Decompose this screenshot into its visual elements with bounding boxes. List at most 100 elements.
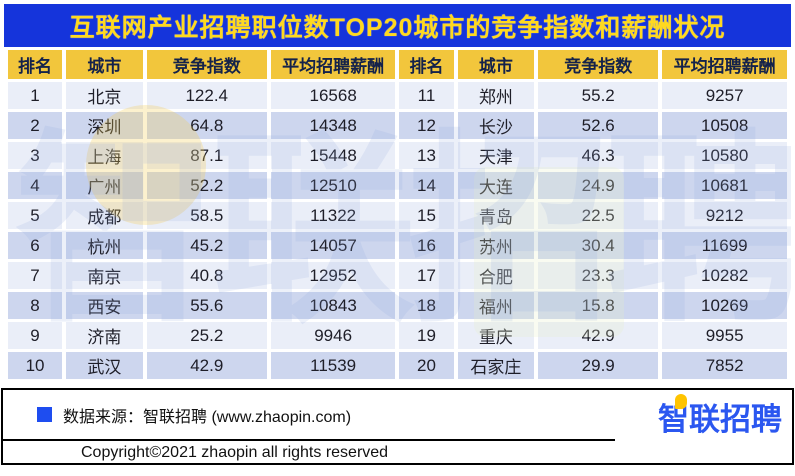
salary-cell: 11539 (270, 352, 396, 379)
competition-index-cell: 40.8 (146, 262, 267, 289)
copyright-text: Copyright©2021 zhaopin all rights reserv… (81, 444, 389, 461)
rank-cell: 20 (399, 352, 454, 379)
table-row: 5 成都 58.5 11322 15 青岛 22.5 9212 (8, 202, 787, 229)
header-competition-index-cell: 竞争指数 (538, 50, 659, 79)
city-cell: 深圳 (66, 112, 143, 139)
salary-cell: 10508 (662, 112, 787, 139)
rank-cell: 7 (8, 262, 63, 289)
header-city-cell: 城市 (457, 50, 535, 79)
competition-index-cell: 24.9 (538, 172, 659, 199)
zhaopin-logo: 智联招聘 (658, 393, 782, 439)
table-row: 4 广州 52.2 12510 14 大连 24.9 10681 (8, 172, 787, 199)
rank-cell: 5 (8, 202, 63, 229)
rank-cell: 15 (399, 202, 454, 229)
city-cell: 天津 (457, 142, 535, 169)
competition-index-cell: 29.9 (538, 352, 659, 379)
title-banner: 互联网产业招聘职位数TOP20城市的竞争指数和薪酬状况 (4, 4, 791, 47)
salary-cell: 7852 (662, 352, 787, 379)
city-cell: 石家庄 (457, 352, 535, 379)
competition-index-cell: 15.8 (538, 292, 659, 319)
competition-index-cell: 23.3 (538, 262, 659, 289)
city-cell: 合肥 (457, 262, 535, 289)
salary-cell: 10580 (662, 142, 787, 169)
city-cell: 大连 (457, 172, 535, 199)
city-cell: 长沙 (457, 112, 535, 139)
competition-index-cell: 122.4 (146, 82, 267, 109)
rank-cell: 9 (8, 322, 63, 349)
salary-cell: 15448 (270, 142, 396, 169)
city-cell: 青岛 (457, 202, 535, 229)
logo-pin-icon (675, 393, 687, 409)
salary-cell: 9212 (662, 202, 787, 229)
rank-cell: 4 (8, 172, 63, 199)
competition-index-cell: 58.5 (146, 202, 267, 229)
footer-source-row: 数据来源：智联招聘 (www.zhaopin.com) (3, 390, 792, 439)
data-source-text: 数据来源：智联招聘 (www.zhaopin.com) (63, 408, 352, 426)
ranking-table: 排名 城市 竞争指数 平均招聘薪酬 排名 城市 竞争指数 平均招聘薪酬 1 北京 122.4 165… (4, 47, 791, 382)
competition-index-cell: 22.5 (538, 202, 659, 229)
rank-cell: 6 (8, 232, 63, 259)
header-salary-cell: 平均招聘薪酬 (662, 50, 787, 79)
salary-cell: 11699 (662, 232, 787, 259)
salary-cell: 9257 (662, 82, 787, 109)
rank-cell: 17 (399, 262, 454, 289)
city-cell: 上海 (66, 142, 143, 169)
city-cell: 苏州 (457, 232, 535, 259)
salary-cell: 14057 (270, 232, 396, 259)
competition-index-cell: 55.2 (538, 82, 659, 109)
footer: 数据来源：智联招聘 (www.zhaopin.com) 智联招聘 Copyrig… (1, 388, 794, 465)
city-cell: 郑州 (457, 82, 535, 109)
table-row: 1 北京 122.4 16568 11 郑州 55.2 9257 (8, 82, 787, 109)
salary-cell: 10843 (270, 292, 396, 319)
table-row: 6 杭州 45.2 14057 16 苏州 30.4 11699 (8, 232, 787, 259)
city-cell: 济南 (66, 322, 143, 349)
rank-cell: 11 (399, 82, 454, 109)
competition-index-cell: 55.6 (146, 292, 267, 319)
city-cell: 重庆 (457, 322, 535, 349)
city-cell: 西安 (66, 292, 143, 319)
header-rank-cell: 排名 (8, 50, 63, 79)
city-cell: 武汉 (66, 352, 143, 379)
salary-cell: 10269 (662, 292, 787, 319)
competition-index-cell: 64.8 (146, 112, 267, 139)
header-city-cell: 城市 (66, 50, 143, 79)
city-cell: 成都 (66, 202, 143, 229)
salary-cell: 11322 (270, 202, 396, 229)
competition-index-cell: 30.4 (538, 232, 659, 259)
salary-cell: 12952 (270, 262, 396, 289)
table-area: 排名 城市 竞争指数 平均招聘薪酬 排名 城市 竞争指数 平均招聘薪酬 1 北京 122.4 165… (4, 47, 791, 382)
footer-copyright-row: Copyright©2021 zhaopin all rights reserv… (3, 439, 792, 462)
competition-index-cell: 52.6 (538, 112, 659, 139)
rank-cell: 13 (399, 142, 454, 169)
salary-cell: 14348 (270, 112, 396, 139)
rank-cell: 8 (8, 292, 63, 319)
competition-index-cell: 25.2 (146, 322, 267, 349)
city-cell: 广州 (66, 172, 143, 199)
rank-cell: 18 (399, 292, 454, 319)
rank-cell: 3 (8, 142, 63, 169)
competition-index-cell: 45.2 (146, 232, 267, 259)
rank-cell: 1 (8, 82, 63, 109)
table-row: 8 西安 55.6 10843 18 福州 15.8 10269 (8, 292, 787, 319)
salary-cell: 10282 (662, 262, 787, 289)
rank-cell: 2 (8, 112, 63, 139)
zhaopin-logo-text: 智联招聘 (658, 393, 782, 439)
table-row: 10 武汉 42.9 11539 20 石家庄 29.9 7852 (8, 352, 787, 379)
competition-index-cell: 42.9 (538, 322, 659, 349)
competition-index-cell: 87.1 (146, 142, 267, 169)
table-row: 9 济南 25.2 9946 19 重庆 42.9 9955 (8, 322, 787, 349)
city-cell: 南京 (66, 262, 143, 289)
rank-cell: 10 (8, 352, 63, 379)
salary-cell: 12510 (270, 172, 396, 199)
source-bullet-icon (37, 407, 52, 422)
header-competition-index-cell: 竞争指数 (146, 50, 267, 79)
competition-index-cell: 42.9 (146, 352, 267, 379)
rank-cell: 14 (399, 172, 454, 199)
footer-divider-line (3, 439, 615, 441)
table-row: 7 南京 40.8 12952 17 合肥 23.3 10282 (8, 262, 787, 289)
header-salary-cell: 平均招聘薪酬 (270, 50, 396, 79)
rank-cell: 16 (399, 232, 454, 259)
table-row: 2 深圳 64.8 14348 12 长沙 52.6 10508 (8, 112, 787, 139)
table-row: 3 上海 87.1 15448 13 天津 46.3 10580 (8, 142, 787, 169)
salary-cell: 16568 (270, 82, 396, 109)
